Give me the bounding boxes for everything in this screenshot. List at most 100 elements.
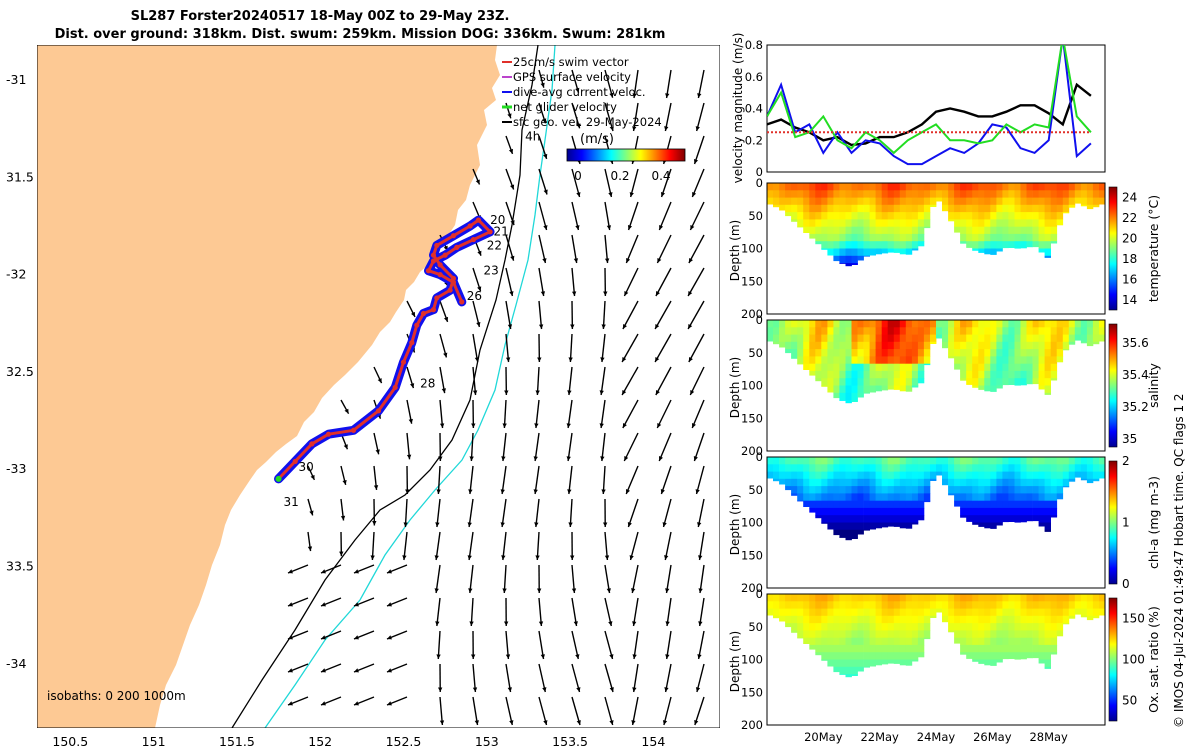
flow-arrow [571,630,579,660]
section-cell [1038,637,1045,646]
section-cell [875,233,882,242]
section-cell [1068,341,1076,345]
section-cell [857,478,864,487]
section-cell [857,486,864,494]
section-cell [1008,327,1015,335]
section-cell [779,334,786,343]
section-cell [990,327,997,335]
section-cell [785,349,792,354]
section-cell [899,594,907,602]
section-cell [899,615,907,624]
section-cell [875,500,882,509]
velocity-axes-frame [766,44,1106,173]
section-cell [1038,183,1045,191]
section-cell [984,515,991,523]
section-cell [996,197,1003,206]
section-cell [1099,183,1106,191]
flow-arrowhead [505,654,511,659]
section-cell [833,486,840,494]
section-cell [893,341,901,350]
section-cell [984,219,991,228]
section-cell [1032,500,1039,509]
section-cell [887,226,895,235]
flow-arrowhead [662,720,668,725]
colorbar-tick: 100 [1122,653,1145,667]
section-cell [1062,183,1070,191]
section-cell [1002,486,1009,494]
section-cell [1062,457,1070,465]
section-cell [936,457,943,465]
section-cell [1050,652,1058,655]
flow-arrowhead [688,291,693,296]
section-cell [1014,478,1021,487]
section-cell [887,204,895,213]
colorbar-label: chl-a (mg m-3) [1146,476,1161,569]
section-cell [911,183,919,191]
section-cell [1044,529,1051,532]
section-cell [996,320,1003,328]
section-cell [869,349,876,357]
section-cell [773,471,780,480]
section-cell [911,248,919,251]
section-cell [948,471,955,480]
section-cell [869,623,876,631]
depth-tick: 50 [748,620,763,634]
section-cell [1020,478,1027,487]
section-cell [863,515,870,523]
flow-arrowhead [343,444,348,450]
section-cell [785,334,792,343]
section-cell [839,500,846,509]
section-cell [869,385,876,393]
flow-arrow [631,564,639,594]
flow-arrowhead [693,159,699,164]
section-cell [773,197,780,206]
section-cell [996,334,1003,343]
section-cell [857,233,864,242]
section-cell [821,608,828,617]
section-cell [875,515,882,523]
section-cell [1014,652,1021,660]
section-cell [875,608,882,617]
section-cell [839,370,846,379]
section-cell [1038,385,1045,390]
section-cell [845,500,852,509]
flow-arrowhead [542,687,547,692]
section-cell [960,197,967,206]
section-cell [978,226,985,235]
section-cell [923,226,931,229]
section-cell [960,204,967,213]
section-cell [960,630,967,639]
section-cell [797,219,804,228]
section-cell [893,363,901,372]
section-cell [833,233,840,242]
section-cell [1092,601,1100,609]
section-cell [905,320,913,328]
section-cell [954,594,961,602]
section-cell [1080,190,1088,198]
section-cell [1002,478,1009,487]
flow-arrowhead [510,255,515,261]
section-cell [797,327,804,335]
section-cell [1038,457,1045,465]
section-cell [851,537,858,539]
section-cell [851,615,858,624]
section-cell [773,320,780,328]
flow-arrow [689,366,705,396]
section-cell [1032,478,1039,487]
section-cell [1032,334,1039,343]
section-cell [1080,615,1088,618]
section-cell [978,378,985,386]
flow-arrow [621,366,639,396]
section-cell [875,204,882,213]
section-cell [1038,241,1045,249]
flow-arrowhead [467,555,472,560]
section-cell [833,219,840,228]
date-tick-label: 22May [860,730,899,744]
flow-arrow [472,696,479,726]
flow-arrow [665,69,672,99]
flow-arrow [629,531,639,561]
section-cell [887,363,895,372]
section-cell [899,226,907,235]
flow-arrowhead [354,635,359,640]
